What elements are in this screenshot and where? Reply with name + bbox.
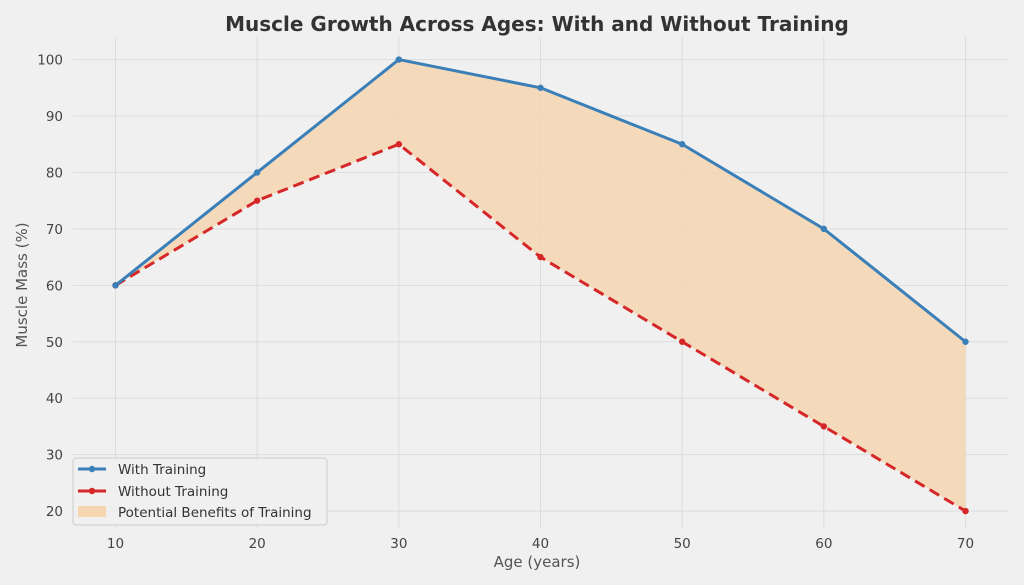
x-tick-label: 70: [957, 536, 974, 552]
data-point: [395, 141, 403, 148]
legend-fill-swatch: [78, 506, 106, 517]
y-tick-label: 40: [46, 391, 63, 407]
data-point: [253, 197, 261, 204]
data-point: [820, 225, 828, 233]
data-point: [820, 423, 828, 430]
data-point: [112, 282, 119, 289]
y-tick-label: 90: [46, 109, 63, 125]
x-tick-label: 30: [390, 536, 407, 552]
legend-label: Potential Benefits of Training: [118, 505, 312, 521]
y-tick-label: 80: [46, 165, 63, 181]
x-tick-label: 20: [249, 536, 266, 552]
legend: With Training Without Training Potential B…: [72, 457, 328, 526]
y-tick-label: 50: [46, 335, 63, 351]
x-tick-label: 10: [107, 536, 124, 552]
series-layer: [112, 56, 969, 515]
data-point: [253, 169, 261, 176]
y-tick-label: 20: [46, 504, 63, 520]
chart-title: Muscle Growth Across Ages: With and With…: [225, 12, 849, 36]
legend-marker: [88, 487, 96, 495]
data-point: [962, 507, 969, 515]
legend-label: Without Training: [118, 484, 228, 500]
legend-label: With Training: [118, 462, 206, 478]
data-point: [678, 141, 686, 148]
y-axis-label: Muscle Mass (%): [13, 222, 31, 347]
x-tick-label: 40: [532, 536, 549, 552]
data-point: [962, 338, 969, 345]
x-axis-label: Age (years): [494, 553, 581, 571]
y-tick-label: 100: [37, 53, 63, 69]
legend-box: [72, 457, 328, 526]
x-tick-label: 60: [815, 536, 832, 552]
data-point: [395, 56, 403, 63]
data-point: [537, 253, 544, 261]
x-tick-label: 50: [674, 536, 691, 552]
y-tick-labels: 20 30 40 50 60 70 80 90 100: [37, 53, 63, 520]
y-tick-label: 30: [46, 448, 63, 464]
y-tick-label: 70: [46, 222, 63, 238]
x-tick-labels: 10 20 30 40 50 60 70: [107, 536, 974, 552]
y-tick-label: 60: [46, 278, 63, 294]
data-point: [678, 338, 686, 345]
data-point: [537, 84, 544, 91]
legend-marker: [88, 465, 96, 473]
